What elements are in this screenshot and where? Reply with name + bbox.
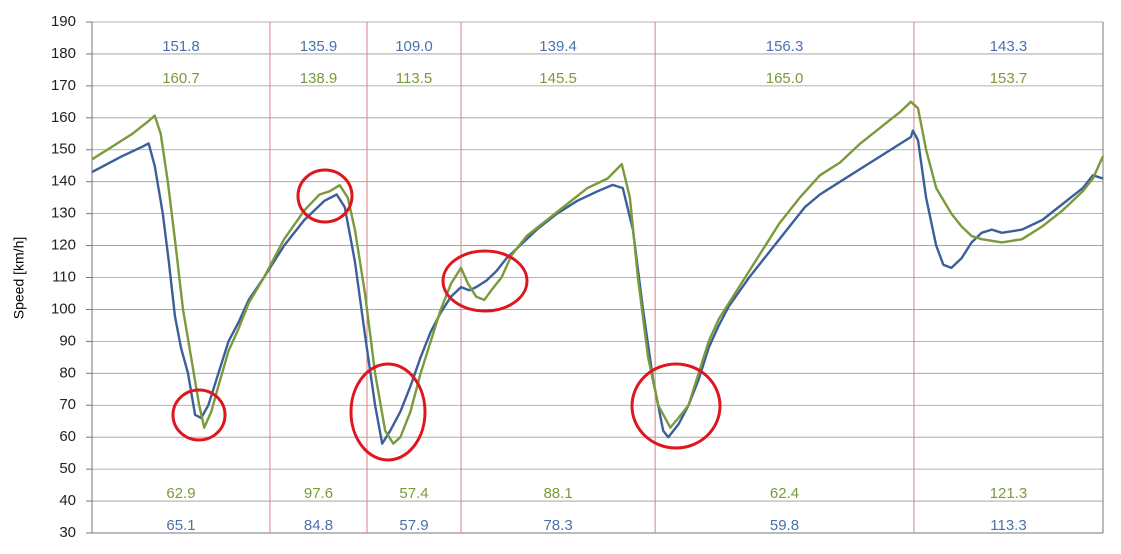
sector-value-label: 165.0 — [766, 70, 804, 87]
y-tick-label: 160 — [51, 109, 76, 126]
y-tick-label: 140 — [51, 173, 76, 190]
y-tick-label: 150 — [51, 141, 76, 158]
y-tick-label: 90 — [59, 332, 76, 349]
y-tick-label: 80 — [59, 364, 76, 381]
sector-value-label: 151.8 — [162, 38, 200, 55]
y-axis-label: Speed [km/h] — [11, 237, 27, 320]
sector-value-label: 65.1 — [166, 517, 195, 534]
sector-value-label: 84.8 — [304, 517, 333, 534]
speed-line — [91, 129, 1104, 445]
sector-value-label: 97.6 — [304, 485, 333, 502]
highlight-circle — [296, 168, 354, 224]
sector-value-label: 59.8 — [770, 517, 799, 534]
sector-value-label: 138.9 — [300, 70, 338, 87]
y-tick-label: 190 — [51, 13, 76, 30]
highlight-circle — [441, 249, 529, 313]
y-tick-label: 170 — [51, 77, 76, 94]
y-tick-label: 100 — [51, 300, 76, 317]
sector-value-label: 62.9 — [166, 485, 195, 502]
y-tick-label: 180 — [51, 45, 76, 62]
sector-value-label: 78.3 — [543, 517, 572, 534]
sector-value-label: 88.1 — [543, 485, 572, 502]
y-tick-label: 70 — [59, 396, 76, 413]
annotations — [171, 168, 722, 462]
sector-value-label: 160.7 — [162, 70, 200, 87]
sector-value-label: 57.4 — [399, 485, 428, 502]
speed-line — [91, 100, 1105, 445]
sector-value-label: 156.3 — [766, 38, 804, 55]
sector-value-label: 62.4 — [770, 485, 799, 502]
y-tick-label: 40 — [59, 492, 76, 509]
highlight-circle — [171, 388, 227, 442]
highlight-circle — [349, 362, 427, 462]
sector-value-label: 113.5 — [396, 70, 432, 87]
highlight-circle — [630, 362, 722, 450]
sector-value-label: 57.9 — [399, 517, 428, 534]
y-tick-label: 50 — [59, 460, 76, 477]
sector-value-label: 143.3 — [990, 38, 1028, 55]
y-tick-label: 60 — [59, 428, 76, 445]
sector-value-label: 109.0 — [395, 38, 433, 55]
sector-value-label: 145.5 — [539, 70, 577, 87]
sector-value-label: 153.7 — [990, 70, 1028, 87]
sector-value-label: 121.3 — [990, 485, 1028, 502]
sector-value-label: 135.9 — [300, 38, 338, 55]
y-tick-label: 120 — [51, 237, 76, 254]
y-tick-label: 30 — [59, 524, 76, 541]
sector-value-label: 113.3 — [990, 517, 1026, 534]
y-tick-label: 110 — [52, 268, 76, 285]
y-tick-label: 130 — [51, 205, 76, 222]
sector-value-label: 139.4 — [539, 38, 577, 55]
